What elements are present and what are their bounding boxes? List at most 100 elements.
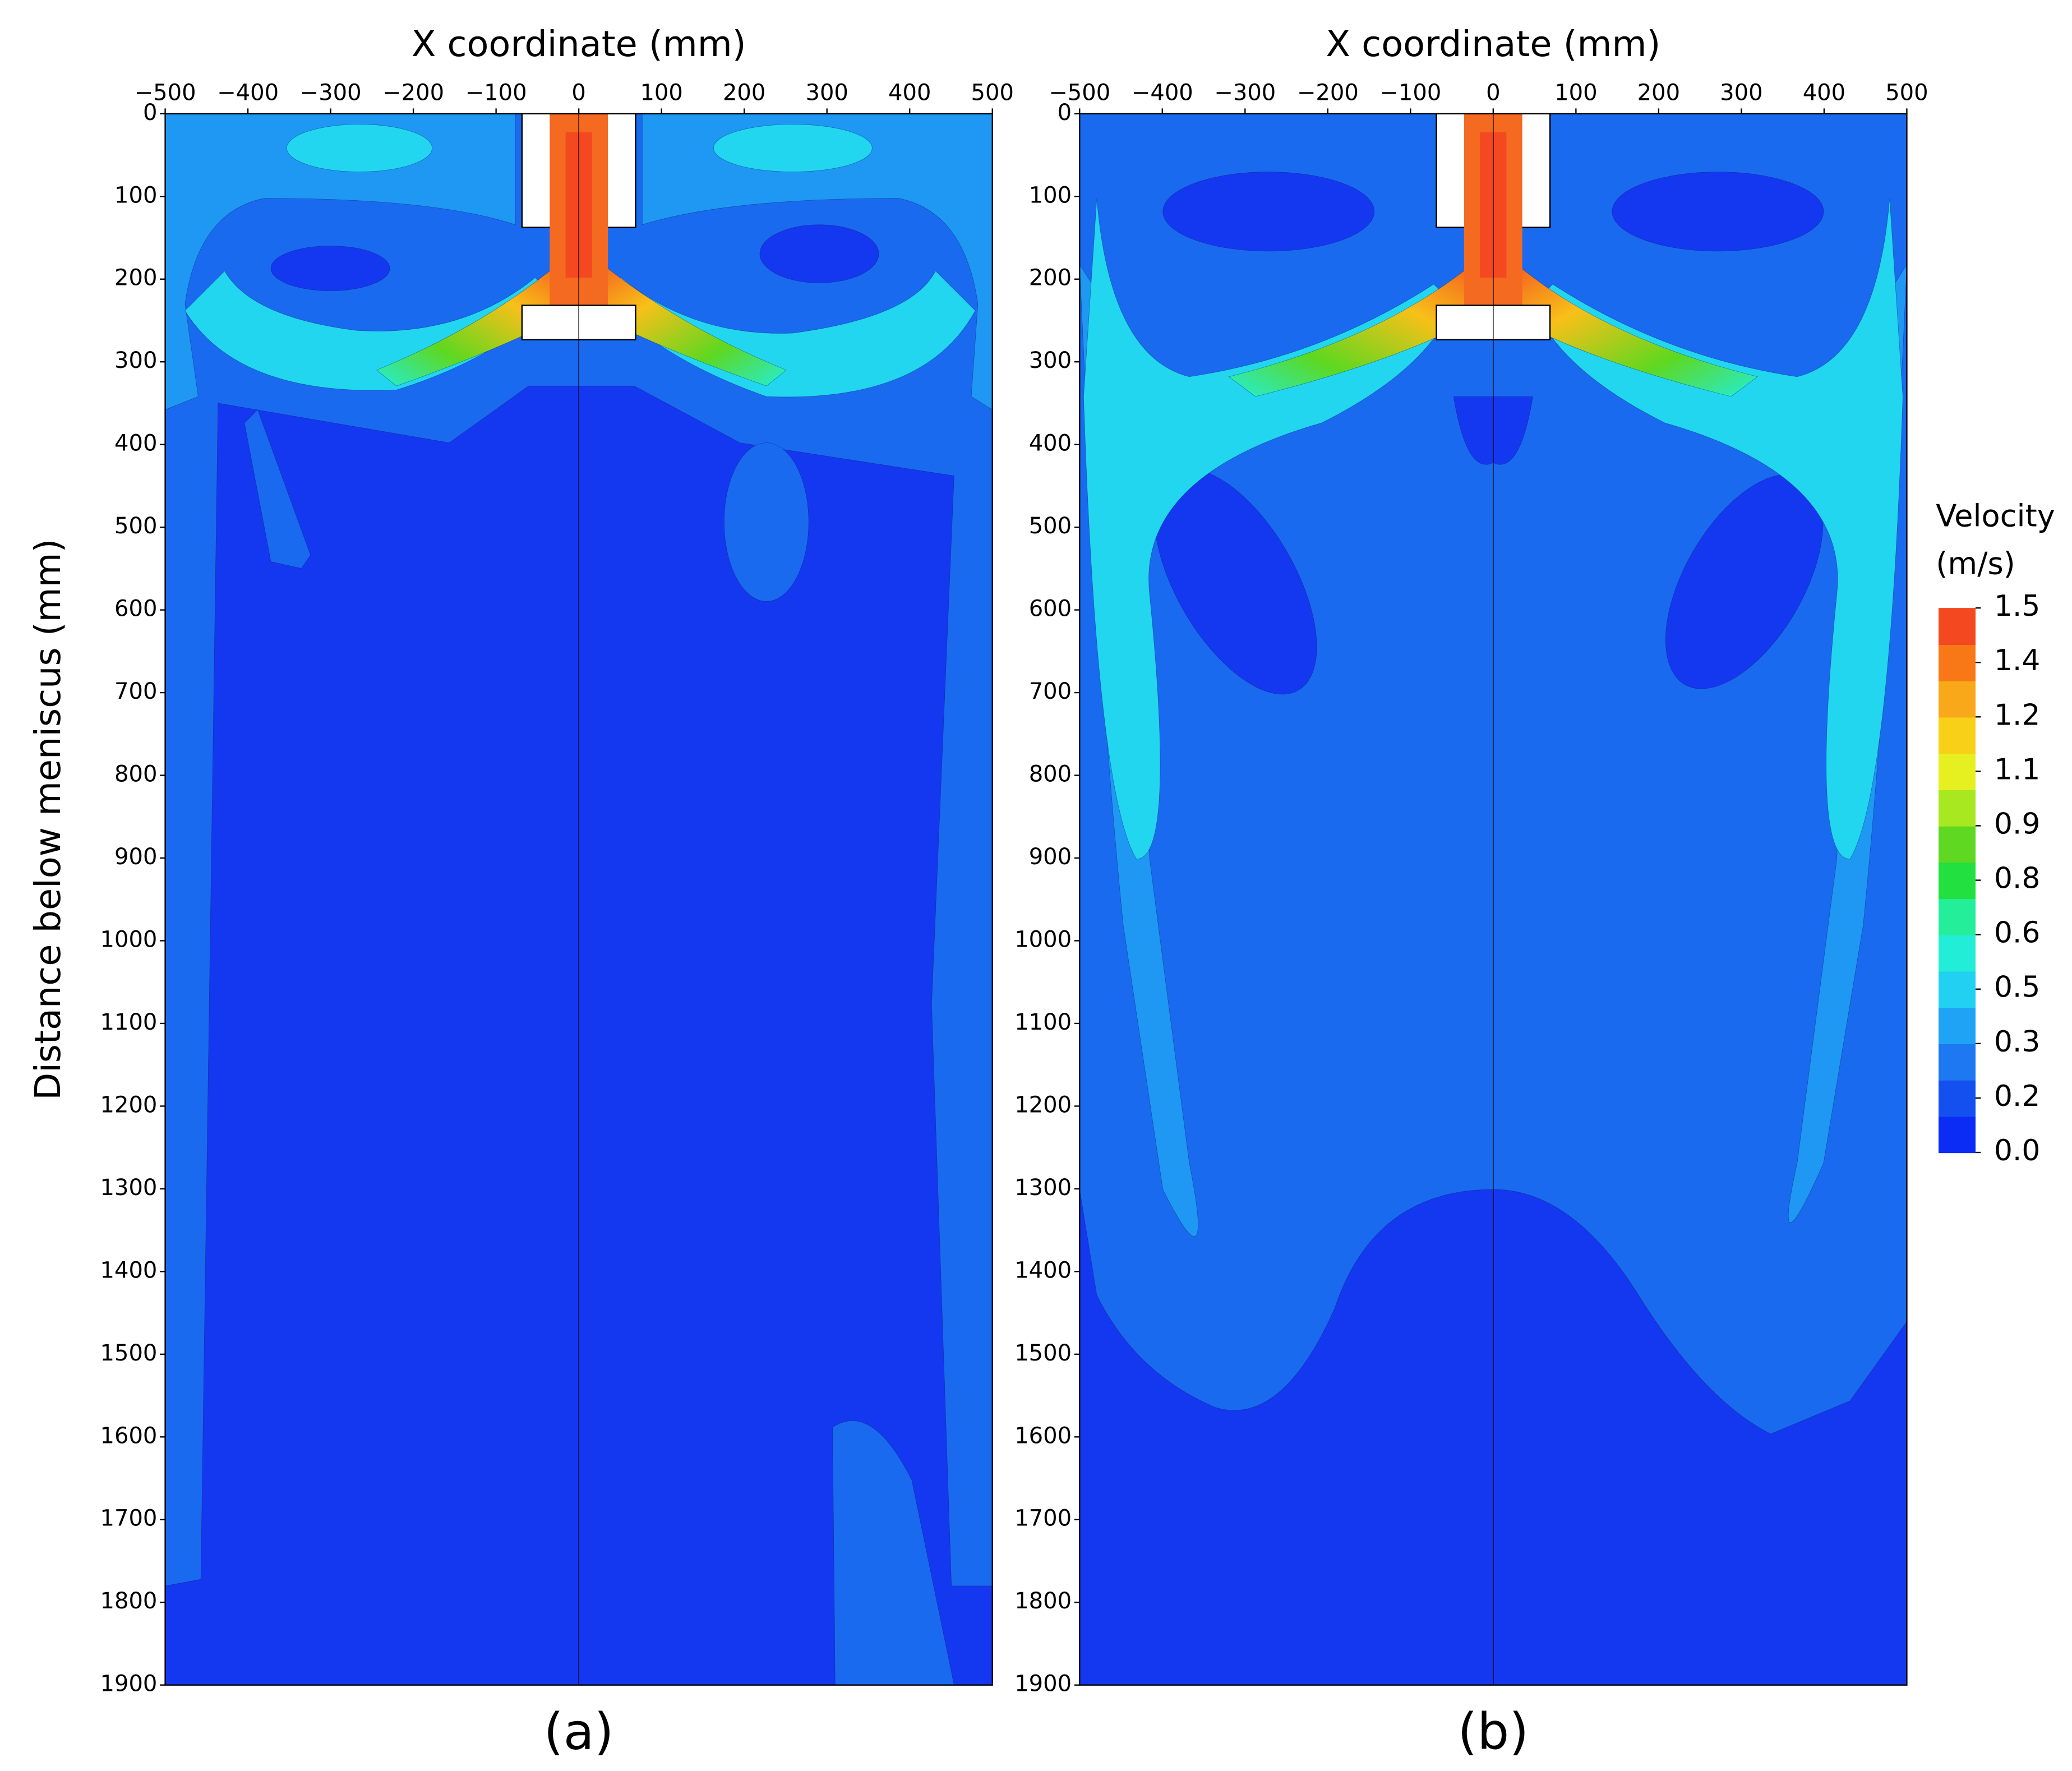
y-tick-label: 1200	[1014, 1092, 1072, 1118]
colorbar-band	[1938, 862, 1976, 900]
velocity-region	[642, 113, 993, 411]
y-tick-label: 1000	[100, 926, 158, 952]
y-tick-label: 1800	[100, 1588, 158, 1614]
x-tick-label: −300	[1214, 80, 1276, 105]
y-tick-label: 700	[114, 679, 157, 704]
colorbar-tick-label: 1.4	[1994, 644, 2040, 677]
y-tick-label: 300	[114, 348, 157, 373]
velocity-region	[165, 113, 516, 411]
colorbar-band	[1938, 1116, 1976, 1154]
x-tick-label: −200	[1297, 80, 1359, 105]
x-tick-label: −500	[1049, 80, 1110, 105]
velocity-region	[759, 224, 879, 283]
y-tick-label: 1900	[100, 1671, 158, 1697]
x-tick-label: −200	[382, 80, 444, 105]
colorbar-band	[1938, 1080, 1976, 1117]
colorbar-band	[1938, 753, 1976, 790]
y-tick-label: 0	[1058, 100, 1072, 126]
colorbar-band	[1938, 825, 1976, 863]
x-tick-label: 0	[1486, 80, 1500, 105]
colorbar-band	[1938, 1007, 1976, 1045]
colorbar-tick-label: 0.2	[1994, 1080, 2040, 1113]
y-tick-label: 400	[114, 431, 157, 456]
y-tick-label: 200	[114, 265, 157, 291]
colorbar-tick-label: 0.0	[1994, 1134, 2040, 1168]
x-tick-label: −400	[1132, 80, 1193, 105]
y-tick-label: 1900	[1014, 1671, 1072, 1697]
colorbar-band	[1938, 789, 1976, 827]
velocity-region	[724, 442, 809, 602]
y-tick-label: 600	[114, 596, 157, 622]
y-tick-label: 1500	[100, 1340, 158, 1366]
colorbar-band	[1938, 717, 1976, 754]
colorbar-band	[1938, 644, 1976, 681]
y-tick-label: 200	[1029, 265, 1072, 291]
x-tick-label: −400	[217, 80, 279, 105]
y-tick-label: 1600	[100, 1423, 158, 1449]
y-tick-label: 1700	[1014, 1506, 1072, 1532]
x-tick-label: 300	[1720, 80, 1762, 105]
x-tick-label: 0	[571, 80, 585, 105]
y-tick-label: 900	[114, 844, 157, 870]
x-tick-label: 400	[888, 80, 931, 105]
colorbar-tick-label: 1.5	[1994, 589, 2040, 623]
colorbar-tick-label: 1.1	[1994, 753, 2040, 786]
x-axis-title: X coordinate (mm)	[412, 24, 746, 65]
colorbar-tick-label: 0.5	[1994, 971, 2040, 1004]
x-tick-label: 500	[971, 80, 1014, 105]
y-tick-label: 1300	[1014, 1175, 1072, 1201]
y-tick-label: 1500	[1014, 1340, 1072, 1366]
y-tick-label: 600	[1029, 596, 1072, 622]
colorbar-tick-label: 0.9	[1994, 807, 2040, 841]
y-tick-label: 1800	[1014, 1588, 1072, 1614]
y-tick-label: 700	[1029, 679, 1072, 704]
colorbar-band	[1938, 680, 1976, 718]
y-tick-label: 400	[1029, 431, 1072, 456]
velocity-region	[1612, 172, 1824, 252]
colorbar-tick-label: 1.2	[1994, 698, 2040, 732]
flow-field	[1079, 113, 1907, 1685]
flow-field	[165, 113, 993, 1685]
x-tick-label: 400	[1803, 80, 1845, 105]
y-tick-label: 1400	[1014, 1257, 1072, 1283]
x-tick-label: 300	[805, 80, 848, 105]
y-tick-label: 1600	[1014, 1423, 1072, 1449]
velocity-region	[244, 409, 311, 569]
y-tick-label: 1000	[1014, 926, 1072, 952]
x-axis-title: X coordinate (mm)	[1326, 24, 1660, 65]
y-tick-label: 1300	[100, 1175, 158, 1201]
colorbar-tick-label: 0.3	[1994, 1025, 2040, 1059]
x-tick-label: −100	[1379, 80, 1441, 105]
colorbar-unit: (m/s)	[1936, 546, 2015, 581]
y-tick-label: 1100	[1014, 1009, 1072, 1035]
x-tick-label: 500	[1885, 80, 1928, 105]
x-tick-label: −500	[135, 80, 196, 105]
colorbar-band	[1938, 898, 1976, 935]
colorbar-tick-label: 0.8	[1994, 862, 2040, 896]
velocity-region	[832, 1421, 954, 1685]
panel-label: (a)	[544, 1703, 614, 1761]
x-tick-label: 100	[1554, 80, 1597, 105]
panel-label: (b)	[1457, 1703, 1529, 1761]
colorbar-band	[1938, 608, 1976, 645]
y-tick-label: 1200	[100, 1092, 158, 1118]
velocity-region	[270, 246, 390, 291]
x-tick-label: −100	[465, 80, 527, 105]
y-tick-label: 900	[1029, 844, 1072, 870]
x-tick-label: 100	[640, 80, 682, 105]
colorbar-title: Velocity	[1936, 499, 2055, 534]
colorbar-band	[1938, 1043, 1976, 1081]
y-tick-label: 1400	[100, 1257, 158, 1283]
x-tick-label: 200	[1637, 80, 1680, 105]
y-tick-label: 1700	[100, 1506, 158, 1532]
velocity-region	[287, 124, 432, 172]
y-tick-label: 0	[143, 100, 157, 126]
x-tick-label: 200	[723, 80, 765, 105]
colorbar-band	[1938, 971, 1976, 1008]
y-tick-label: 1100	[100, 1009, 158, 1035]
y-tick-label: 500	[114, 513, 157, 539]
velocity-region	[713, 124, 873, 172]
colorbar-tick-label: 0.6	[1994, 916, 2040, 950]
